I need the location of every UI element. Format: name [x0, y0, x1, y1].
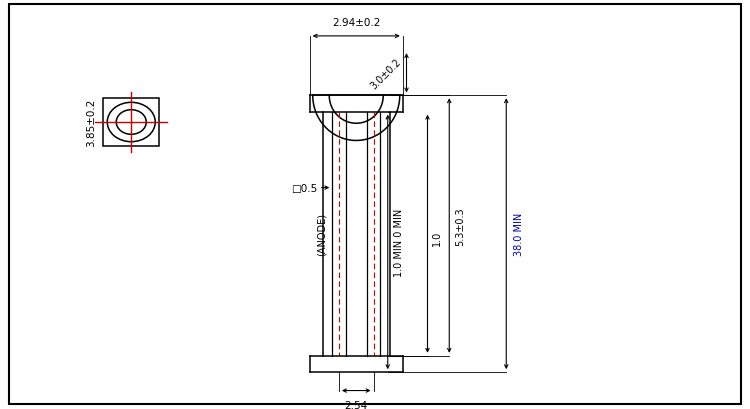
Text: 2.94±0.2: 2.94±0.2: [332, 18, 380, 28]
Text: 3.0±0.2: 3.0±0.2: [368, 56, 403, 91]
Text: 3.85±0.2: 3.85±0.2: [86, 99, 96, 147]
Bar: [103, 99, 159, 146]
Text: 2.54: 2.54: [344, 400, 368, 409]
Text: 1.0: 1.0: [432, 231, 442, 246]
Text: 5.3±0.3: 5.3±0.3: [455, 207, 465, 245]
Text: □0.5: □0.5: [291, 183, 317, 193]
Text: 38.0 MIN: 38.0 MIN: [514, 213, 523, 256]
Text: (ANODE): (ANODE): [316, 213, 326, 256]
Text: 1.0 MIN 0 MIN: 1.0 MIN 0 MIN: [394, 208, 404, 276]
